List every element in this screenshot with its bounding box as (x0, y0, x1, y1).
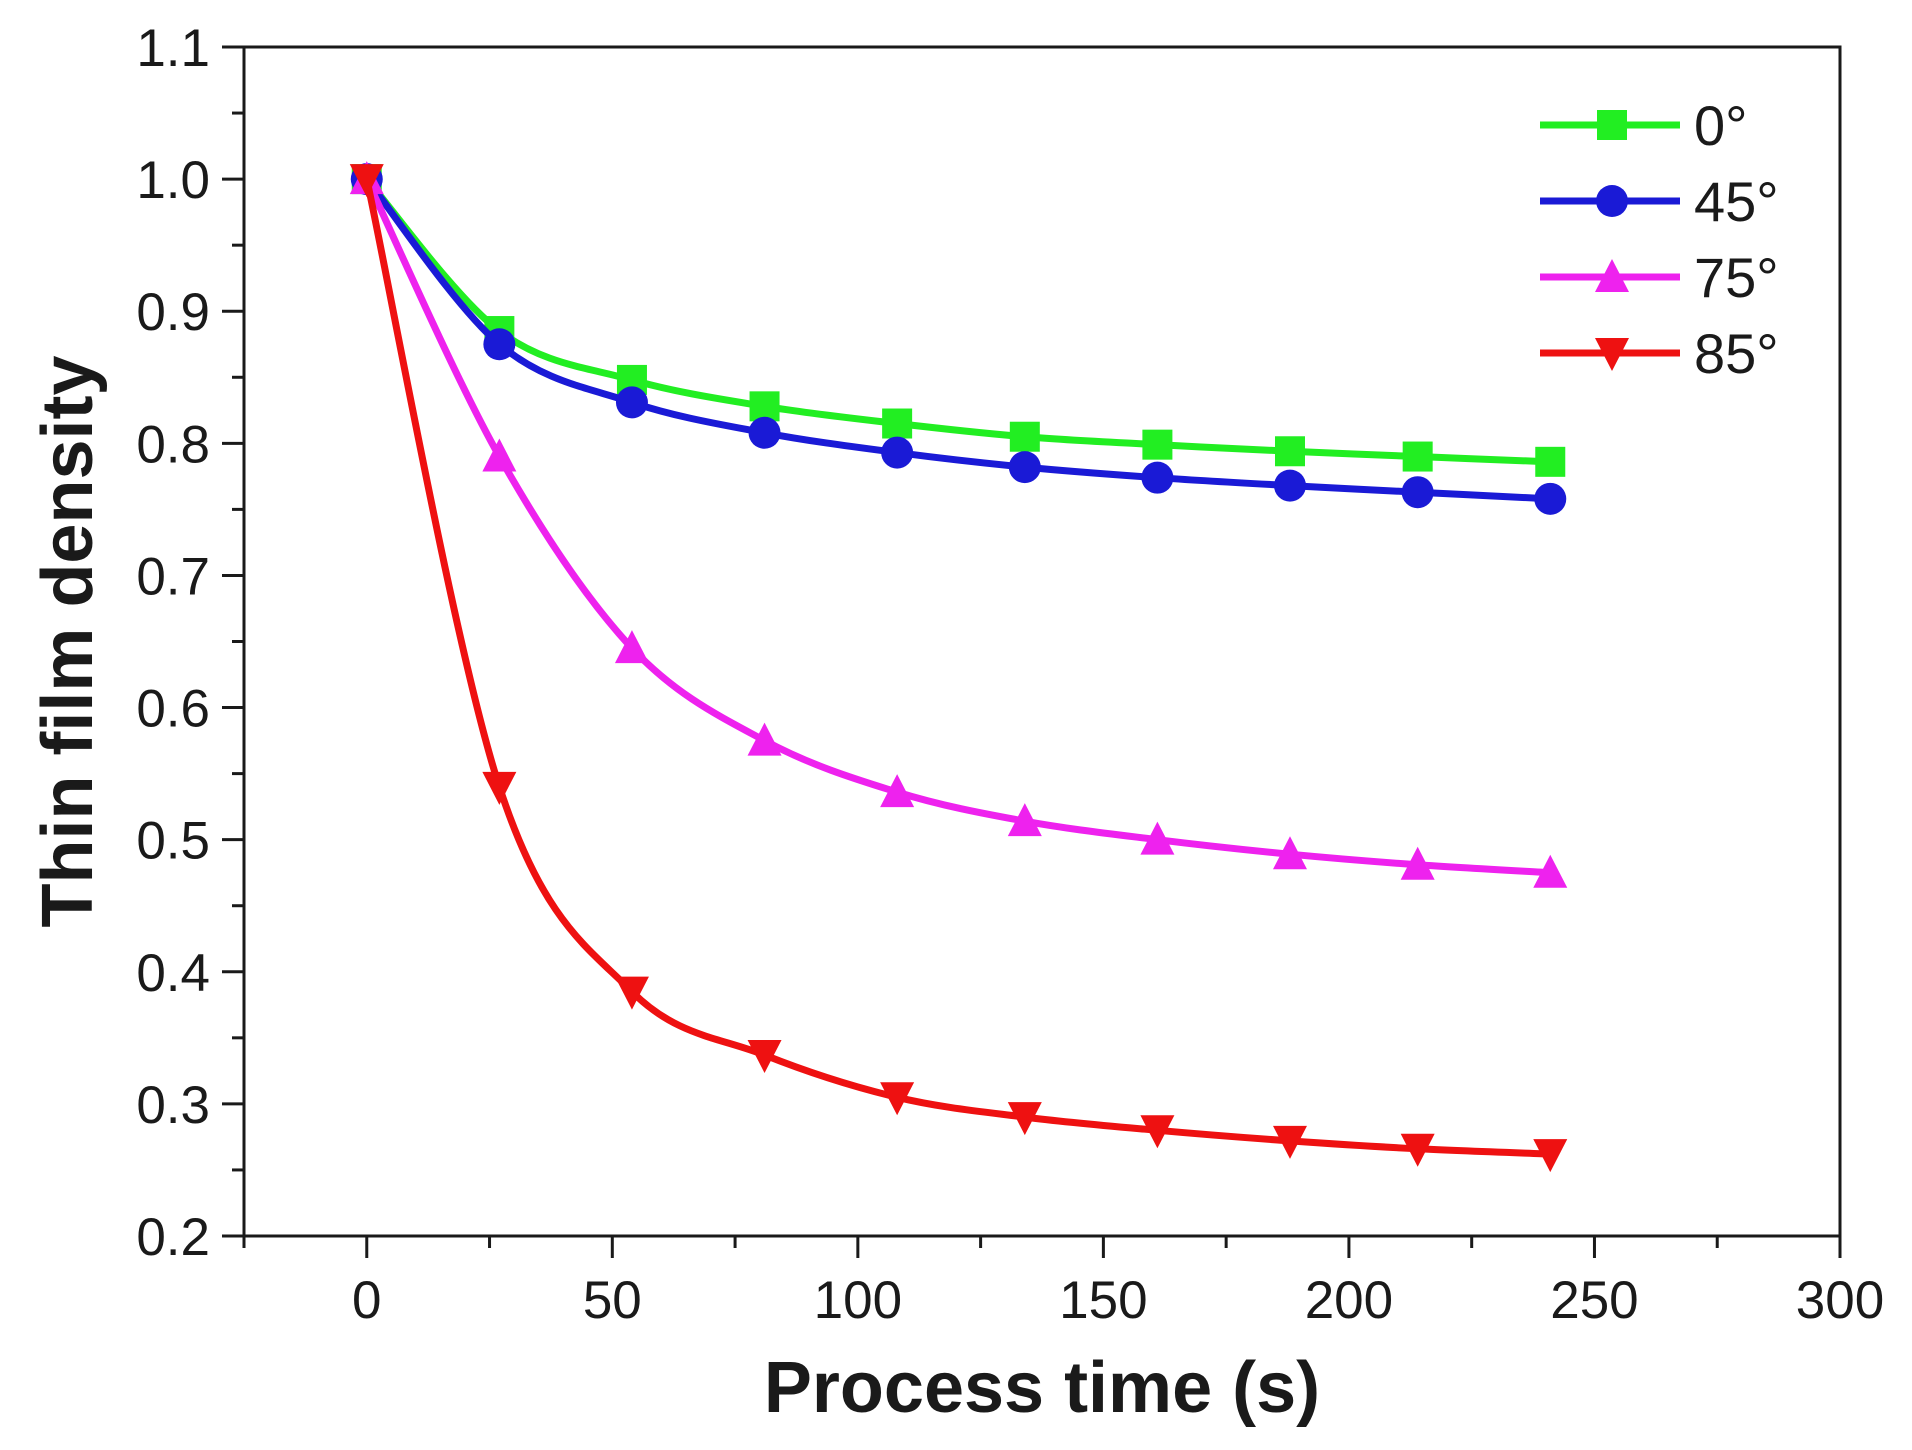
data-point (349, 164, 384, 198)
plot-frame (242, 45, 1842, 1238)
series-line (363, 175, 1554, 1158)
data-point (1140, 821, 1175, 855)
data-point (747, 1040, 782, 1074)
x-tick-label: 250 (1550, 1271, 1638, 1330)
data-point (483, 328, 516, 361)
series-line (363, 175, 1554, 466)
legend-label: 85° (1694, 322, 1779, 385)
x-tick-label: 50 (583, 1271, 642, 1330)
data-point (747, 722, 782, 756)
legend-marker (1595, 338, 1629, 371)
data-point (1274, 436, 1305, 467)
x-axis-title: Process time (s) (764, 1348, 1320, 1428)
y-tick-label: 0.8 (136, 415, 210, 474)
y-tick-label: 0.2 (136, 1208, 210, 1267)
data-point (1272, 836, 1307, 870)
data-point (882, 408, 913, 439)
data-point (1142, 429, 1173, 460)
data-point (1272, 1125, 1307, 1159)
series-85deg (349, 164, 1568, 1173)
legend-label: 45° (1694, 170, 1779, 233)
legend-marker (1595, 259, 1629, 292)
data-point (482, 438, 517, 472)
data-point (1009, 421, 1040, 452)
data-point (1402, 441, 1433, 472)
data-point (1533, 1139, 1568, 1173)
data-point (1400, 846, 1435, 880)
legend-entry: 85° (1540, 322, 1779, 385)
x-tick-label: 300 (1796, 1271, 1884, 1330)
data-point (1007, 803, 1042, 837)
legend-entry: 0° (1540, 94, 1748, 157)
series-75deg (349, 161, 1568, 888)
data-point (881, 436, 914, 469)
data-point (749, 391, 780, 422)
data-point (1401, 476, 1434, 509)
y-axis-title: Thin film density (28, 355, 108, 927)
data-point (1141, 461, 1174, 494)
data-point (614, 976, 649, 1010)
legend-entry: 75° (1540, 246, 1779, 309)
data-point (1008, 451, 1041, 484)
y-tick-label: 0.4 (136, 944, 210, 1003)
y-tick-label: 0.6 (136, 680, 210, 739)
series-line (363, 175, 1554, 503)
x-tick-label: 150 (1059, 1271, 1147, 1330)
data-point (1534, 482, 1567, 515)
legend: 0° 45° 75° 85° (1540, 94, 1779, 385)
y-tick-label: 0.5 (136, 812, 210, 871)
data-point (1007, 1102, 1042, 1136)
legend-marker (1596, 185, 1628, 217)
data-point (880, 1082, 915, 1116)
legend-label: 0° (1694, 94, 1748, 157)
legend-marker (1597, 110, 1627, 140)
y-tick-label: 0.3 (136, 1076, 210, 1135)
y-tick-label: 1.0 (136, 151, 210, 210)
y-tick-label: 0.9 (136, 283, 210, 342)
data-point (1140, 1115, 1175, 1149)
x-tick-label: 0 (352, 1271, 381, 1330)
legend-entry: 45° (1540, 170, 1779, 233)
data-point (482, 771, 517, 805)
data-point (1273, 469, 1306, 502)
y-tick-label: 1.1 (136, 19, 210, 78)
series-45deg (350, 163, 1567, 515)
data-point (1400, 1133, 1435, 1167)
x-tick-label: 100 (814, 1271, 902, 1330)
y-tick-label: 0.7 (136, 547, 210, 606)
legend-label: 75° (1694, 246, 1779, 309)
data-point (1533, 854, 1568, 888)
data-point (880, 774, 915, 808)
data-point (748, 416, 781, 449)
data-point (615, 386, 648, 419)
data-point (614, 630, 649, 664)
x-tick-label: 200 (1305, 1271, 1393, 1330)
data-point (1535, 446, 1566, 477)
